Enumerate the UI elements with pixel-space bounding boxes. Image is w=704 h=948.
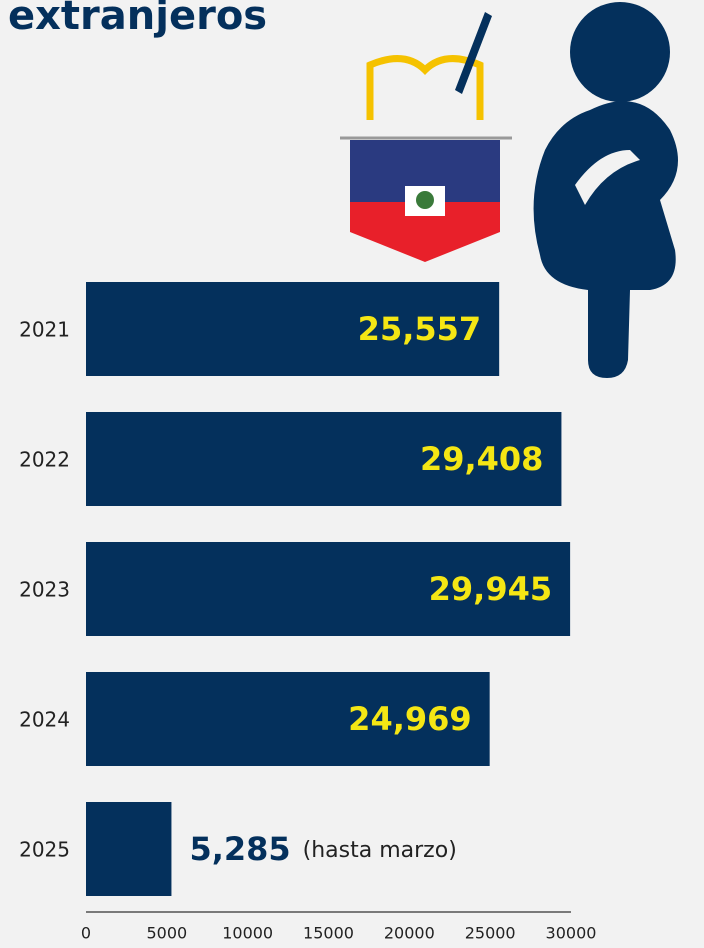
category-label: 2023 xyxy=(19,578,70,602)
value-label: 5,285 xyxy=(189,830,290,868)
bar xyxy=(86,802,172,896)
value-label: 24,969 xyxy=(348,700,471,738)
annotation: (hasta marzo) xyxy=(303,838,457,863)
flag-icon xyxy=(340,12,512,262)
x-tick-label: 15000 xyxy=(303,924,354,943)
value-label: 25,557 xyxy=(358,310,481,348)
bar xyxy=(86,542,571,636)
bar xyxy=(86,282,500,376)
category-label: 2022 xyxy=(19,448,70,472)
pregnant-woman-icon xyxy=(533,2,678,379)
category-label: 2024 xyxy=(19,708,70,732)
chart-title: extranjeros xyxy=(8,0,267,39)
x-tick-label: 20000 xyxy=(384,924,435,943)
x-tick-label: 0 xyxy=(81,924,91,943)
bar xyxy=(86,412,562,506)
x-tick-label: 25000 xyxy=(465,924,516,943)
value-label: 29,945 xyxy=(429,570,552,608)
bar xyxy=(86,672,490,766)
x-tick-label: 10000 xyxy=(222,924,273,943)
category-label: 2025 xyxy=(19,838,70,862)
x-tick-label: 5000 xyxy=(146,924,187,943)
x-tick-label: 30000 xyxy=(546,924,597,943)
category-label: 2021 xyxy=(19,318,70,342)
value-label: 29,408 xyxy=(420,440,543,478)
